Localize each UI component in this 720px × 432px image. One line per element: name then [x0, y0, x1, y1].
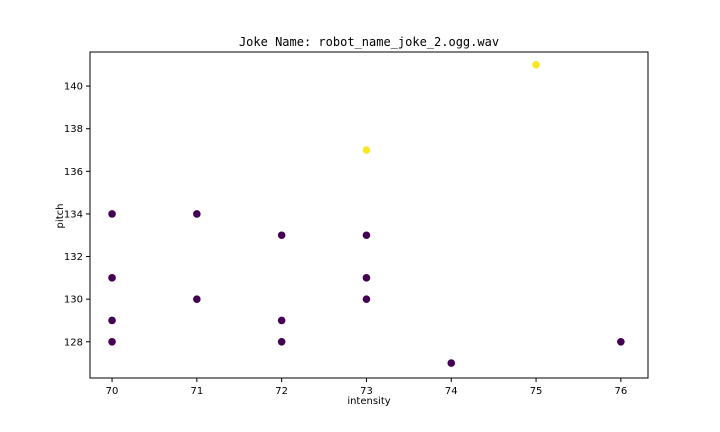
data-point: [277, 316, 286, 325]
data-point: [617, 337, 625, 346]
data-point: [108, 337, 116, 346]
y-tick-label: 128: [64, 337, 83, 348]
x-tick-label: 76: [614, 386, 627, 397]
data-point: [362, 295, 371, 303]
y-tick-label: 140: [64, 82, 83, 93]
data-point: [447, 359, 456, 367]
x-tick-label: 70: [106, 386, 119, 397]
y-tick-label: 138: [64, 124, 83, 135]
x-tick-label: 71: [190, 386, 203, 397]
y-tick-label: 134: [64, 209, 83, 220]
y-tick-label: 130: [64, 295, 83, 306]
data-point: [277, 337, 286, 346]
x-tick-label: 74: [445, 386, 458, 397]
x-axis-label: intensity: [347, 396, 390, 407]
y-axis: 128 130 132 134 136 138 140: [64, 82, 90, 348]
y-tick-label: 132: [64, 252, 83, 263]
x-tick-label: 75: [530, 386, 543, 397]
data-point: [362, 146, 371, 154]
data-point: [277, 231, 286, 240]
plot-border: [89, 51, 649, 379]
plot-area: [89, 51, 649, 379]
chart-title: Joke Name: robot_name_joke_2.ogg.wav: [239, 35, 499, 49]
data-point: [532, 60, 540, 69]
data-point: [108, 316, 116, 325]
x-axis: 70 71 72 73 74 75 76: [106, 378, 627, 397]
data-point: [108, 274, 116, 282]
data-point: [193, 295, 201, 303]
data-point: [193, 210, 201, 218]
data-points: [108, 60, 625, 367]
data-point: [362, 231, 371, 240]
y-axis-label: pitch: [55, 204, 66, 229]
x-tick-label: 72: [275, 386, 288, 397]
data-point: [362, 274, 371, 282]
data-point: [108, 210, 116, 218]
y-tick-label: 136: [64, 167, 83, 178]
x-tick-label: 73: [360, 386, 373, 397]
